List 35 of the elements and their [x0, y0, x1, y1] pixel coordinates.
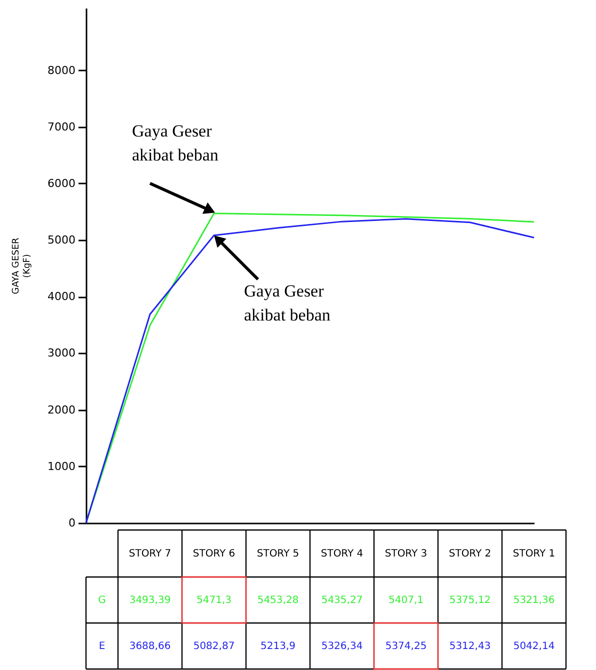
y-tick-label: 4000 — [48, 290, 76, 304]
x-tick-label: STORY 6 — [192, 548, 236, 560]
x-tick-label: STORY 3 — [384, 548, 428, 560]
y-tick-label: 3000 — [48, 346, 76, 360]
x-tick-label: STORY 5 — [256, 548, 300, 560]
y-tick-label: 5000 — [48, 234, 76, 247]
data-label: 5321,36 — [513, 595, 555, 606]
data-label: 5453,28 — [257, 595, 299, 606]
data-label: 5375,12 — [449, 595, 491, 606]
annotation: Gaya Geser akibat beban — [132, 121, 219, 164]
annotation: Gaya Geser akibat beban — [244, 281, 331, 324]
data-label: 5407,1 — [388, 595, 424, 606]
y-tick-label: 6000 — [48, 176, 76, 190]
x-tick-label: STORY 7 — [128, 548, 172, 560]
y-tick-label: 8000 — [48, 64, 76, 77]
data-label: 5435,27 — [321, 595, 363, 606]
data-label: 5326,34 — [321, 641, 363, 652]
y-tick-label: 2000 — [48, 403, 76, 416]
y-tick-label: 0 — [68, 516, 76, 530]
data-label: 3688,66 — [129, 641, 171, 652]
y-axis-title: GAYA GESER (KgF) — [12, 238, 32, 294]
x-tick-label: STORY 1 — [512, 548, 556, 560]
data-label: 5471,3 — [196, 595, 232, 606]
data-label: 5213,9 — [260, 641, 296, 652]
data-label: 5312,43 — [449, 641, 491, 652]
x-tick-label: STORY 4 — [320, 548, 364, 560]
x-tick-label: STORY 2 — [448, 548, 492, 560]
data-label: 3493,39 — [129, 595, 171, 606]
data-label: 5374,25 — [385, 641, 427, 652]
text: E — [98, 641, 106, 652]
data-label: 5082,87 — [193, 641, 235, 652]
data-label: 5042,14 — [513, 641, 555, 652]
text: G — [98, 595, 106, 606]
y-tick-label: 7000 — [48, 120, 76, 134]
y-tick-label: 1000 — [48, 460, 76, 473]
